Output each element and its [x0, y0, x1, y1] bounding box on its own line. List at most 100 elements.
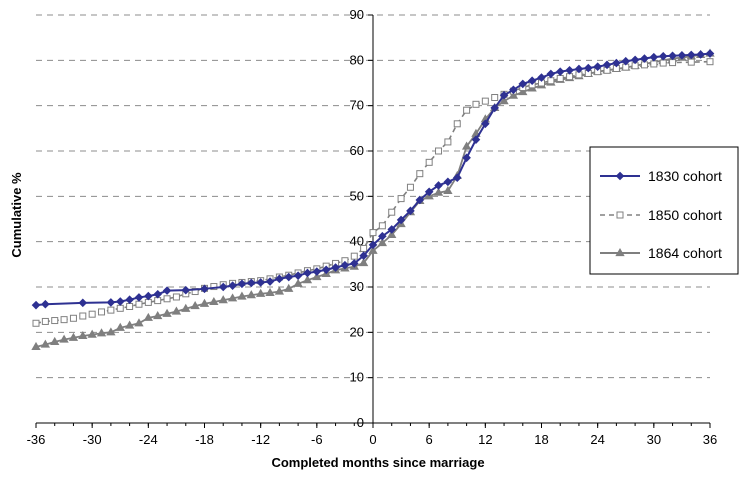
data-point-0-26	[349, 259, 359, 268]
data-point-0-15	[246, 278, 256, 288]
data-point-2-28	[293, 278, 303, 287]
x-tick-labels: -36 -30 -24 -18 -12 -6 0 6 12 18 24 30 36	[27, 432, 718, 447]
data-point-0-53	[602, 60, 612, 70]
data-point-0-39	[471, 135, 481, 144]
axes	[35, 14, 711, 428]
data-point-1-4	[69, 314, 77, 322]
data-point-1-49	[491, 94, 499, 102]
data-point-2-4	[68, 332, 79, 341]
legend-label-0: 1830 cohort	[648, 168, 722, 184]
data-point-0-60	[668, 51, 677, 61]
data-point-1-42	[425, 158, 433, 166]
data-point-0-40	[481, 119, 490, 129]
data-point-0-30	[387, 225, 397, 234]
data-point-2-24	[256, 288, 266, 297]
data-point-0-4	[115, 297, 125, 306]
data-point-0-12	[218, 282, 228, 292]
data-point-2-17	[190, 301, 200, 310]
data-point-0-8	[153, 289, 163, 299]
x-tick-label-11: 30	[647, 432, 661, 447]
data-point-2-21	[227, 293, 238, 302]
data-point-0-28	[368, 240, 378, 250]
y-tick-label-9: 90	[350, 7, 364, 22]
data-point-0-9	[162, 286, 172, 295]
data-point-2-38	[387, 229, 397, 238]
data-point-1-68	[669, 59, 677, 67]
data-point-1-7	[98, 308, 106, 316]
data-point-1-48	[481, 97, 489, 105]
series-layer	[31, 48, 715, 350]
data-point-1-6	[88, 310, 96, 318]
y-tick-label-5: 50	[350, 188, 364, 203]
x-tick-label-8: 12	[478, 432, 492, 447]
data-point-2-8	[106, 327, 116, 336]
data-point-0-1	[41, 299, 50, 309]
data-point-0-57	[640, 54, 649, 63]
data-point-0-11	[200, 284, 209, 294]
data-point-1-14	[163, 295, 171, 303]
data-point-1-41	[416, 170, 424, 178]
data-point-1-45	[453, 120, 461, 128]
data-point-2-50	[499, 96, 509, 105]
data-point-0-17	[265, 277, 275, 286]
data-point-0-31	[396, 215, 406, 225]
legend-label-2: 1864 cohort	[648, 245, 722, 261]
y-tick-label-1: 10	[350, 370, 364, 385]
data-point-2-29	[302, 275, 313, 284]
data-point-2-22	[237, 291, 247, 300]
data-point-2-20	[218, 295, 228, 304]
data-point-1-8	[107, 306, 115, 314]
x-tick-label-3: -18	[195, 432, 214, 447]
data-point-0-34	[424, 187, 434, 197]
data-point-0-23	[321, 265, 331, 275]
data-point-0-54	[612, 58, 621, 68]
data-point-1-0	[32, 319, 40, 327]
data-point-0-24	[331, 263, 340, 272]
data-point-2-19	[209, 296, 219, 306]
data-point-1-66	[650, 60, 658, 68]
y-tick-label-3: 30	[350, 279, 364, 294]
data-point-1-36	[369, 229, 377, 237]
data-point-0-42	[499, 90, 509, 100]
data-point-2-52	[518, 87, 528, 96]
x-tick-label-6: 0	[369, 432, 376, 447]
data-point-2-25	[265, 287, 275, 296]
data-point-0-46	[537, 73, 546, 82]
data-point-2-12	[143, 312, 153, 321]
data-point-0-33	[415, 195, 425, 205]
data-point-1-3	[60, 316, 68, 324]
data-point-1-40	[406, 183, 414, 191]
data-point-1-39	[397, 195, 405, 203]
data-point-0-64	[705, 49, 715, 58]
legend: 1830 cohort 1850 cohort 1864 cohort	[589, 146, 739, 275]
data-point-2-11	[134, 318, 144, 327]
data-point-0-41	[490, 103, 500, 113]
data-point-0-32	[406, 206, 415, 216]
data-point-0-61	[677, 51, 687, 60]
data-point-0-5	[125, 295, 134, 305]
data-point-0-56	[630, 55, 640, 65]
data-point-1-56	[556, 74, 564, 82]
data-point-0-20	[293, 271, 303, 280]
x-tick-label-12: 36	[703, 432, 717, 447]
y-tick-label-7: 70	[350, 98, 364, 113]
x-tick-label-2: -24	[139, 432, 158, 447]
data-point-0-22	[312, 267, 322, 276]
data-point-2-10	[124, 320, 135, 329]
data-point-0-14	[237, 279, 247, 289]
y-tick-label-6: 60	[350, 143, 364, 158]
legend-marker-1	[616, 211, 624, 219]
data-point-0-13	[228, 281, 237, 290]
x-axis-title: Completed months since marriage	[271, 455, 484, 470]
y-tick-label-2: 20	[350, 324, 364, 339]
data-point-1-19	[210, 283, 218, 291]
data-point-1-37	[378, 222, 386, 230]
data-point-0-0	[31, 300, 41, 310]
data-point-2-13	[153, 311, 163, 320]
x-tick-label-7: 6	[426, 432, 433, 447]
data-point-2-5	[78, 330, 88, 340]
data-point-1-35	[360, 244, 368, 252]
data-point-0-58	[649, 52, 659, 62]
data-point-1-15	[172, 293, 180, 301]
y-tick-label-8: 80	[350, 52, 364, 67]
